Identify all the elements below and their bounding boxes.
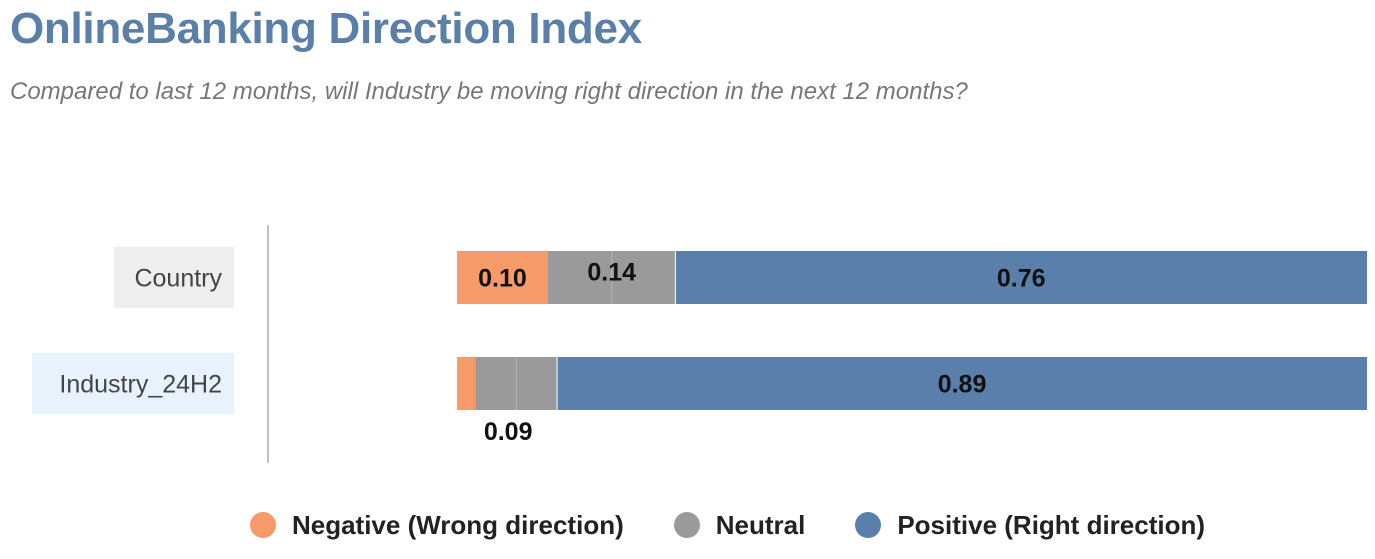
bar-segment-negative	[457, 251, 548, 304]
data-label-negative: 0.10	[478, 265, 527, 293]
legend-item-negative[interactable]: Negative (Wrong direction)	[249, 509, 624, 541]
bar-segment-negative	[457, 357, 476, 410]
legend-label-negative: Negative (Wrong direction)	[291, 509, 624, 540]
category-label: Country	[134, 265, 222, 293]
legend-item-neutral[interactable]: Neutral	[673, 509, 806, 541]
legend-label-neutral: Neutral	[715, 509, 806, 540]
data-label-positive: 0.76	[997, 265, 1046, 293]
legend-marker-negative	[249, 512, 276, 538]
legend-marker-positive	[855, 512, 882, 538]
legend-label-positive: Positive (Right direction)	[897, 509, 1206, 540]
stacked-bar-chart: Country 0.10 0.14 0.76 Industry_24H2 0.09 0.89	[32, 225, 1367, 463]
category-label: Industry_24H2	[59, 371, 222, 399]
bar-segment-positive	[557, 357, 1367, 410]
legend: Negative (Wrong direction) Neutral Posit…	[0, 505, 1375, 545]
bar-segment-positive	[675, 251, 1367, 304]
data-label-neutral: 0.09	[484, 418, 533, 446]
legend-item-positive[interactable]: Positive (Right direction)	[855, 510, 1205, 541]
chart-subtitle: Compared to last 12 months, will Industr…	[10, 78, 968, 105]
data-label-neutral: 0.14	[587, 259, 636, 287]
data-label-positive: 0.89	[938, 371, 987, 399]
category-label-bg	[114, 247, 234, 308]
chart-title: OnlineBanking Direction Index	[10, 4, 642, 53]
category-label-bg	[32, 353, 234, 414]
legend-marker-neutral	[673, 512, 700, 538]
